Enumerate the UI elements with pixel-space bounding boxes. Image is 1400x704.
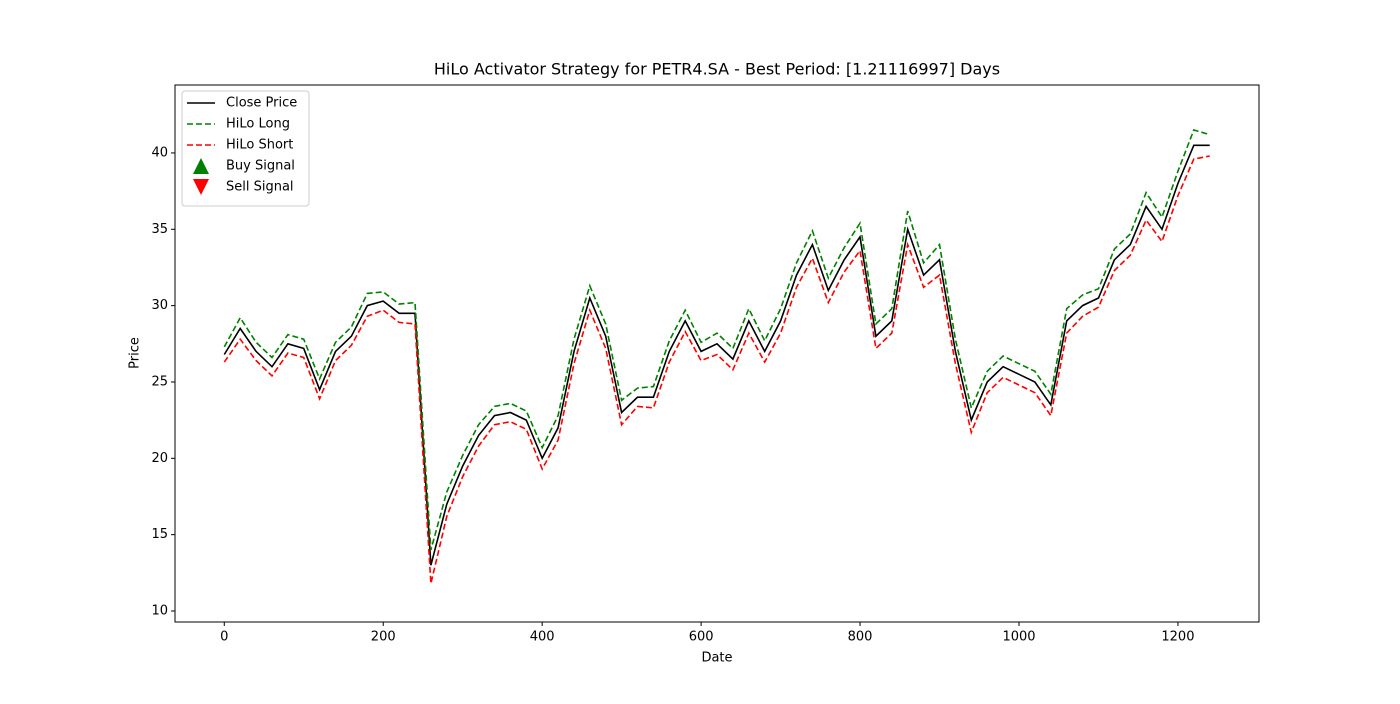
series-line (223, 129, 1210, 551)
y-axis-label: Price (128, 337, 143, 369)
y-tick-label: 15 (151, 527, 168, 542)
y-tick-label: 30 (151, 298, 168, 313)
plot-area (223, 129, 1210, 584)
chart-title: HiLo Activator Strategy for PETR4.SA - B… (434, 60, 1000, 79)
series-line (223, 155, 1210, 584)
y-tick-label: 10 (151, 604, 168, 619)
legend-marker (193, 179, 209, 195)
y-tick-label: 25 (151, 374, 168, 389)
legend-marker (193, 158, 209, 174)
legend-label: Close Price (226, 96, 297, 111)
y-tick-label: 20 (151, 451, 168, 466)
legend-label: Sell Signal (226, 180, 294, 195)
x-tick-label: 0 (220, 630, 228, 645)
x-tick-label: 800 (848, 630, 873, 645)
x-axis-label: Date (701, 651, 732, 666)
y-tick-label: 40 (151, 145, 168, 160)
x-tick-label: 200 (371, 630, 396, 645)
x-tick-label: 600 (689, 630, 714, 645)
legend-box (181, 90, 310, 207)
legend-label: Buy Signal (226, 159, 295, 174)
legend-label: HiLo Long (226, 117, 290, 132)
legend-label: HiLo Short (226, 138, 293, 153)
legend: Close Price HiLo Long HiLo Short Buy Signal… (181, 90, 310, 207)
x-tick-label: 400 (530, 630, 555, 645)
x-tick-label: 1200 (1161, 630, 1194, 645)
plot-frame (174, 84, 1260, 623)
y-tick-label: 35 (151, 222, 168, 237)
x-tick-label: 1000 (1002, 630, 1035, 645)
series-line (223, 144, 1210, 566)
